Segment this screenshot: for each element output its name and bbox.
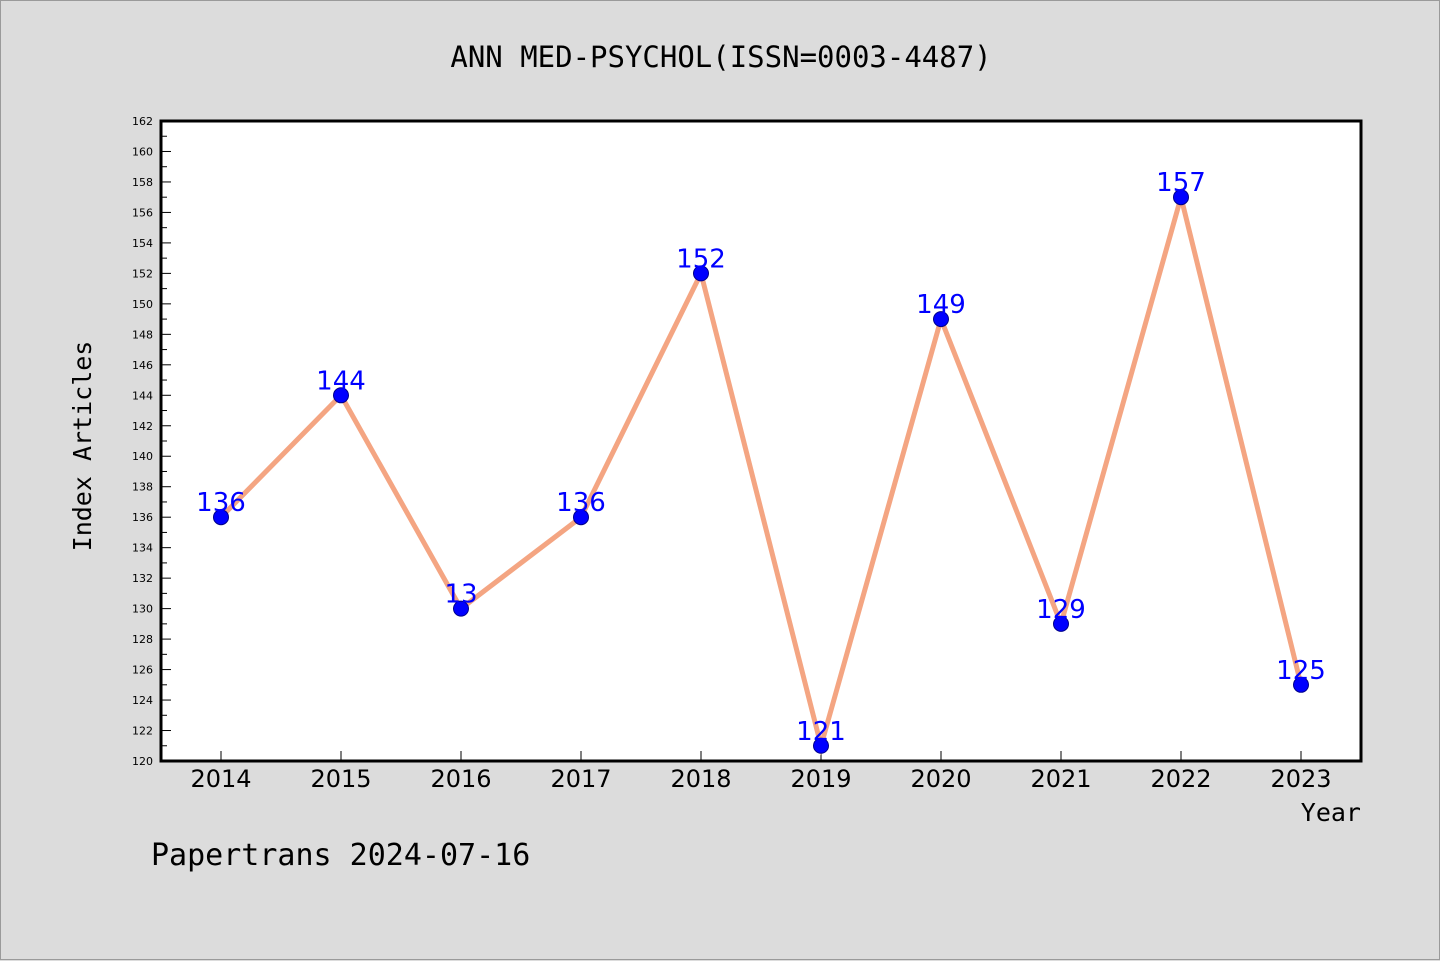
y-tick-label: 132 xyxy=(132,572,153,585)
plot-border xyxy=(159,119,1363,763)
y-tick-label: 146 xyxy=(132,359,153,372)
data-point xyxy=(933,311,949,328)
data-label: 152 xyxy=(676,244,726,274)
data-point xyxy=(1293,676,1309,693)
data-point xyxy=(573,509,589,526)
y-tick-label: 158 xyxy=(132,176,153,189)
x-tick-label: 2021 xyxy=(1030,765,1091,793)
series-line xyxy=(218,187,1304,756)
y-tick-label: 156 xyxy=(132,206,153,219)
x-tick-label: 2014 xyxy=(190,765,251,793)
y-tick-label: 144 xyxy=(132,389,153,402)
x-tick-label: 2023 xyxy=(1270,765,1331,793)
data-point xyxy=(333,387,349,404)
data-label: 157 xyxy=(1156,168,1206,198)
y-tick-label: 160 xyxy=(132,145,153,158)
data-label: 13 xyxy=(444,580,477,610)
footer-text: Papertrans 2024-07-16 xyxy=(151,838,530,873)
x-tick-label: 2015 xyxy=(310,765,371,793)
data-label: 144 xyxy=(316,366,366,396)
y-tick-label: 138 xyxy=(132,481,153,494)
x-axis: 2014 2015 2016 2017 2018 2019 2020 2021 2022 2023 xyxy=(190,751,1332,793)
y-tick-label: 142 xyxy=(132,420,153,433)
x-tick-label: 2016 xyxy=(430,765,491,793)
data-point xyxy=(813,737,829,754)
chart-title: ANN MED-PSYCHOL(ISSN=0003-4487) xyxy=(450,40,991,74)
plot-area xyxy=(161,121,1361,761)
data-labels: 136 144 13 136 152 121 149 129 157 125 xyxy=(196,168,1326,747)
y-tick-label: 140 xyxy=(132,450,153,463)
y-axis: 120 122 124 126 128 130 132 134 136 138 140 142 144 1… xyxy=(132,115,171,768)
y-tick-label: 162 xyxy=(132,115,153,128)
data-label: 121 xyxy=(796,717,846,747)
y-tick-label: 134 xyxy=(132,542,153,555)
data-label: 149 xyxy=(916,290,966,320)
y-tick-label: 128 xyxy=(132,633,153,646)
data-point xyxy=(213,509,229,526)
y-axis-title: Index Articles xyxy=(68,341,97,552)
y-tick-label: 154 xyxy=(132,237,153,250)
y-tick-label: 150 xyxy=(132,298,153,311)
y-tick-label: 120 xyxy=(132,755,153,768)
y-tick-label: 148 xyxy=(132,328,153,341)
y-tick-label: 126 xyxy=(132,664,153,677)
x-tick-label: 2020 xyxy=(910,765,971,793)
y-tick-label: 152 xyxy=(132,267,153,280)
data-label: 129 xyxy=(1036,595,1086,625)
data-label: 136 xyxy=(196,488,246,518)
data-label: 136 xyxy=(556,488,606,518)
series-layer xyxy=(213,187,1309,756)
x-tick-label: 2017 xyxy=(550,765,611,793)
y-tick-label: 136 xyxy=(132,511,153,524)
data-point xyxy=(693,265,709,282)
data-point xyxy=(453,600,469,617)
y-tick-label: 124 xyxy=(132,694,153,707)
x-tick-label: 2022 xyxy=(1150,765,1211,793)
data-label: 125 xyxy=(1276,656,1326,686)
y-tick-label: 130 xyxy=(132,603,153,616)
x-axis-title: Year xyxy=(1301,798,1361,827)
data-point xyxy=(1053,615,1069,632)
data-point xyxy=(1173,189,1189,206)
y-tick-label: 122 xyxy=(132,725,153,738)
x-tick-label: 2019 xyxy=(790,765,851,793)
x-tick-label: 2018 xyxy=(670,765,731,793)
